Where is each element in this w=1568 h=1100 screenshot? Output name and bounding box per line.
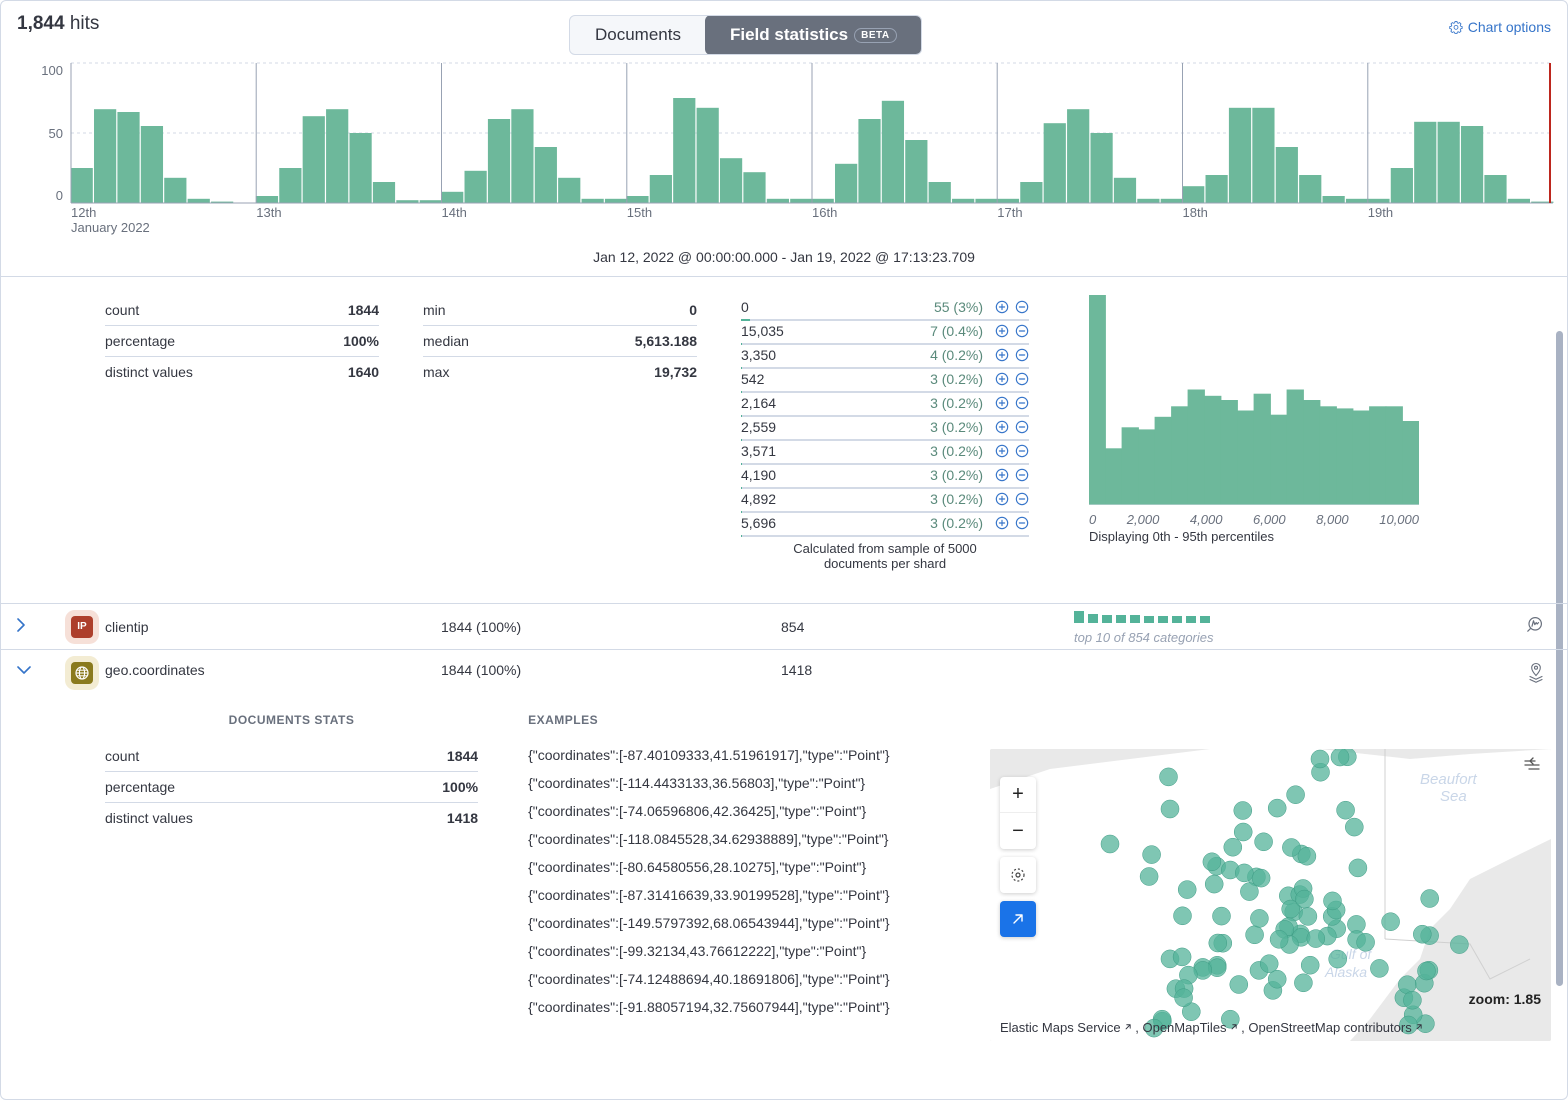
svg-text:Sea: Sea: [1440, 788, 1467, 805]
svg-text:Beaufort: Beaufort: [1420, 771, 1478, 788]
svg-text:Alaska: Alaska: [1324, 964, 1367, 980]
